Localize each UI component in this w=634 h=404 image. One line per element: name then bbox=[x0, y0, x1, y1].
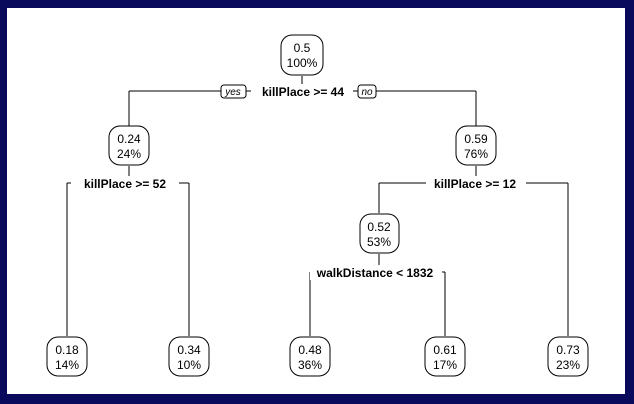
leaf-value: 0.73 bbox=[556, 343, 580, 357]
node-left-pct: 24% bbox=[117, 147, 141, 161]
root-pct: 100% bbox=[287, 56, 318, 70]
right-split-label: killPlace >= 12 bbox=[426, 176, 526, 191]
leaf-value: 0.48 bbox=[298, 343, 322, 357]
root-split-label: killPlace >= 44 bbox=[251, 84, 353, 99]
leaf-pct: 23% bbox=[556, 358, 580, 372]
no-tag: no bbox=[357, 84, 377, 99]
node-right-left: 0.52 53% bbox=[359, 213, 400, 254]
root-split-text: killPlace >= 44 bbox=[262, 85, 344, 99]
root-value: 0.5 bbox=[294, 41, 311, 55]
leaf-node: 0.61 17% bbox=[424, 336, 466, 377]
node-left-value: 0.24 bbox=[117, 132, 141, 146]
leaf-value: 0.61 bbox=[433, 343, 457, 357]
tree-diagram-canvas: 0.5 100% killPlace >= 44 yes no 0.24 24%… bbox=[7, 8, 625, 394]
right-split-text: killPlace >= 12 bbox=[434, 177, 516, 191]
leaf-pct: 10% bbox=[177, 358, 201, 372]
decision-tree-svg: 0.5 100% killPlace >= 44 yes no 0.24 24%… bbox=[46, 34, 589, 377]
node-rl-pct: 53% bbox=[367, 235, 391, 249]
leaf-node: 0.34 10% bbox=[168, 336, 210, 377]
leaf-node: 0.18 14% bbox=[46, 336, 88, 377]
node-right: 0.59 76% bbox=[455, 125, 497, 166]
leaf-pct: 14% bbox=[55, 358, 79, 372]
leaf-pct: 17% bbox=[433, 358, 457, 372]
node-left: 0.24 24% bbox=[108, 125, 150, 166]
rl-split-label: walkDistance < 1832 bbox=[310, 265, 442, 280]
leaf-node: 0.48 36% bbox=[289, 336, 331, 377]
node-right-value: 0.59 bbox=[464, 132, 488, 146]
leaf-pct: 36% bbox=[298, 358, 322, 372]
leaf-node: 0.73 23% bbox=[547, 336, 589, 377]
rl-split-text: walkDistance < 1832 bbox=[316, 266, 434, 280]
yes-tag-text: yes bbox=[224, 87, 241, 98]
root-node: 0.5 100% bbox=[280, 34, 324, 76]
leaf-value: 0.18 bbox=[55, 343, 79, 357]
no-tag-text: no bbox=[361, 87, 373, 98]
left-split-label: killPlace >= 52 bbox=[71, 176, 179, 191]
node-right-pct: 76% bbox=[464, 147, 488, 161]
leaf-value: 0.34 bbox=[177, 343, 201, 357]
yes-tag: yes bbox=[220, 84, 247, 99]
node-rl-value: 0.52 bbox=[367, 220, 391, 234]
left-split-text: killPlace >= 52 bbox=[84, 177, 166, 191]
